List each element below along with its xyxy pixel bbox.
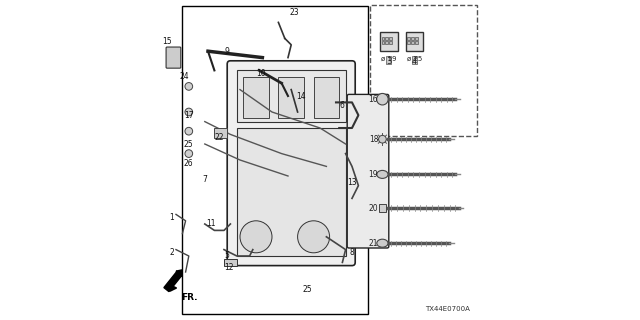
Text: 12: 12 (224, 263, 234, 272)
Text: 3: 3 (386, 57, 392, 66)
Bar (407, 41, 410, 44)
Bar (387, 56, 392, 64)
Bar (278, 77, 304, 118)
Bar (412, 56, 417, 64)
Text: 22: 22 (214, 133, 224, 142)
Circle shape (185, 108, 193, 116)
Circle shape (376, 93, 388, 105)
Text: 16: 16 (369, 95, 378, 104)
Text: 23: 23 (289, 8, 300, 17)
Text: 7: 7 (202, 175, 207, 184)
Bar (381, 37, 385, 40)
Circle shape (240, 221, 272, 253)
Text: 2: 2 (169, 248, 174, 257)
Text: 15: 15 (162, 37, 172, 46)
Text: 26: 26 (184, 159, 194, 168)
Bar (182, 6, 368, 314)
Text: 18: 18 (369, 135, 378, 144)
Text: 14: 14 (296, 92, 306, 100)
Bar (224, 259, 237, 266)
Text: 24: 24 (179, 72, 189, 81)
Text: 4: 4 (412, 57, 417, 66)
Bar (411, 41, 414, 44)
Bar (378, 204, 386, 212)
Bar (407, 37, 410, 40)
Bar (411, 37, 414, 40)
Text: 10: 10 (256, 69, 266, 78)
Circle shape (185, 150, 193, 157)
Text: ø 25: ø 25 (407, 56, 422, 62)
Bar (389, 37, 392, 40)
Text: 6: 6 (340, 101, 345, 110)
Text: 11: 11 (207, 220, 216, 228)
Text: 17: 17 (184, 111, 195, 120)
Text: 1: 1 (169, 213, 174, 222)
Circle shape (379, 135, 386, 143)
Ellipse shape (377, 239, 388, 247)
Text: 19: 19 (369, 170, 378, 179)
Bar (381, 41, 385, 44)
Circle shape (185, 83, 193, 90)
Bar (415, 37, 418, 40)
Text: 9: 9 (225, 47, 230, 56)
Text: 8: 8 (349, 248, 355, 257)
Text: 13: 13 (347, 178, 357, 187)
Text: 20: 20 (369, 204, 378, 212)
Text: ø 19: ø 19 (381, 56, 397, 62)
Text: 25: 25 (302, 285, 312, 294)
Bar (237, 128, 346, 256)
Text: FR.: FR. (181, 293, 197, 302)
FancyBboxPatch shape (166, 47, 181, 68)
Bar (406, 32, 423, 51)
Bar (243, 77, 269, 118)
Bar (385, 41, 388, 44)
FancyArrow shape (164, 270, 182, 292)
Text: 21: 21 (369, 239, 378, 248)
Bar (380, 32, 397, 51)
Bar (314, 77, 339, 118)
Circle shape (185, 127, 193, 135)
Bar (370, 5, 477, 136)
FancyBboxPatch shape (227, 61, 355, 266)
FancyBboxPatch shape (347, 94, 388, 248)
Text: 5: 5 (225, 252, 230, 260)
Bar (214, 128, 227, 138)
Bar (415, 41, 418, 44)
Text: 25: 25 (184, 140, 194, 148)
Bar (389, 41, 392, 44)
Circle shape (298, 221, 330, 253)
Text: TX44E0700A: TX44E0700A (426, 306, 470, 312)
Bar (385, 37, 388, 40)
Ellipse shape (377, 171, 388, 179)
Bar (237, 70, 346, 122)
